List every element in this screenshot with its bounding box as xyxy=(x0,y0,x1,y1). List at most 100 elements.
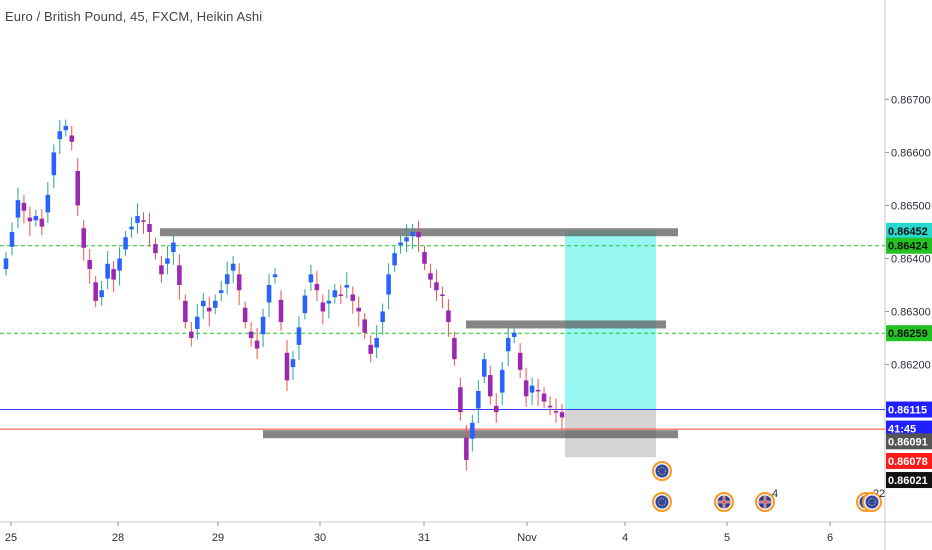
candle-body xyxy=(559,412,565,418)
price-tag xyxy=(886,472,932,489)
candle-body xyxy=(206,307,212,312)
candle-body xyxy=(260,316,266,335)
y-tick-label: 0.86200 xyxy=(891,359,931,371)
y-tick-label: 0.86400 xyxy=(891,253,931,265)
candle-body xyxy=(135,216,140,223)
candle-body xyxy=(452,337,457,360)
candle-body xyxy=(332,290,338,298)
candle-body xyxy=(266,284,272,303)
candle-body xyxy=(428,273,433,280)
candle-body xyxy=(326,300,332,304)
candle-body xyxy=(290,359,296,368)
candle-body xyxy=(374,337,379,348)
candle-body xyxy=(350,294,356,301)
price-tag xyxy=(886,237,932,254)
candle-body xyxy=(338,294,344,296)
candle-body xyxy=(434,282,439,291)
eu-stars xyxy=(868,498,876,506)
candle-body xyxy=(505,337,511,352)
event-count: 2 xyxy=(879,488,885,500)
candle-body xyxy=(392,253,397,266)
price-tag xyxy=(886,452,932,469)
y-tick-label: 0.86500 xyxy=(891,200,931,212)
candle-body xyxy=(440,294,445,296)
candle-body xyxy=(380,311,385,323)
candle-body xyxy=(33,216,39,221)
candle-body xyxy=(51,152,57,176)
candle-body xyxy=(284,352,290,381)
candle-body xyxy=(57,131,63,140)
candle-body xyxy=(314,283,320,291)
x-tick-label: 4 xyxy=(622,532,628,544)
candle-body xyxy=(547,405,553,408)
x-tick-label: 6 xyxy=(827,532,833,544)
candle-body xyxy=(362,319,367,333)
candle-body xyxy=(320,302,326,312)
x-tick-label: 28 xyxy=(112,532,124,544)
candle-body xyxy=(458,387,463,413)
x-tick-label: 5 xyxy=(724,532,730,544)
candle-body xyxy=(159,265,164,275)
candle-body xyxy=(254,340,260,349)
candle-body xyxy=(464,437,469,460)
candle-body xyxy=(105,263,110,279)
x-tick-label: Nov xyxy=(517,532,537,544)
x-tick-label: 30 xyxy=(314,532,326,544)
eu-stars xyxy=(658,467,666,475)
candle-body xyxy=(111,269,116,280)
candle-body xyxy=(21,202,27,211)
candle-body xyxy=(39,218,45,227)
candle-body xyxy=(487,375,493,397)
price-tag-label: 0.86078 xyxy=(888,456,928,468)
price-tag-label: 0.86115 xyxy=(888,405,927,417)
candle-body xyxy=(75,170,81,206)
candle-body xyxy=(99,290,104,298)
event-count: 4 xyxy=(772,488,778,500)
candle-body xyxy=(69,135,75,142)
candle-body xyxy=(230,263,236,271)
candle-body xyxy=(308,274,314,283)
eu-flag-icon xyxy=(655,495,669,509)
candle-body xyxy=(218,290,224,293)
candle-body xyxy=(553,411,559,413)
candle-body xyxy=(224,274,230,284)
candle-body xyxy=(117,258,122,271)
candle-body xyxy=(189,331,194,338)
candle-body xyxy=(183,300,188,323)
candle-body xyxy=(63,125,69,131)
price-tag xyxy=(886,433,932,450)
y-tick-label: 0.86300 xyxy=(891,306,931,318)
candle-body xyxy=(535,389,541,392)
candle-body xyxy=(27,217,33,222)
candle-body xyxy=(236,274,242,291)
candle-body xyxy=(404,237,409,242)
candle-body xyxy=(9,231,15,247)
candle-body xyxy=(422,252,427,264)
price-tag xyxy=(886,325,932,342)
candle-body xyxy=(529,385,535,393)
candle-body xyxy=(242,307,248,323)
candle-body xyxy=(356,307,362,312)
price-tag-label: 41:45 xyxy=(888,424,916,436)
candle-body xyxy=(195,316,200,329)
candle-body xyxy=(123,237,128,250)
price-tag-label: 0.86259 xyxy=(888,328,928,340)
candle-body xyxy=(272,274,278,277)
candle-body xyxy=(141,220,146,222)
candle-body xyxy=(171,242,176,253)
candle-body xyxy=(410,231,415,237)
candle-body xyxy=(147,223,152,232)
candle-body xyxy=(177,265,182,285)
eu-stars xyxy=(658,498,666,506)
y-tick-label: 0.86600 xyxy=(891,147,931,159)
target-zone xyxy=(565,230,656,410)
candle-body xyxy=(470,422,475,439)
candle-body xyxy=(165,258,170,264)
candle-body xyxy=(368,344,373,354)
candle-body xyxy=(278,299,284,323)
price-tag-label: 0.86424 xyxy=(888,241,929,253)
chart-title: Euro / British Pound, 45, FXCM, Heikin A… xyxy=(5,9,263,24)
candle-body xyxy=(416,231,421,238)
